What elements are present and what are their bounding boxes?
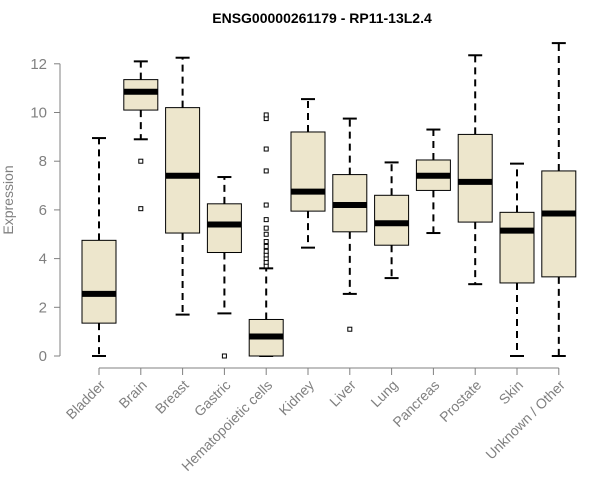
box-iqr [541,170,577,278]
box-bladder [81,137,117,357]
y-tick-label: 10 [30,105,47,122]
chart-title: ENSG00000261179 - RP11-13L2.4 [212,10,432,26]
outlier-point [263,217,269,223]
boxes-group [81,42,577,359]
outlier-point [263,239,269,245]
box-liver [332,117,368,332]
x-tick-label: Kidney [276,377,318,419]
x-tick-label: Breast [152,377,192,417]
x-tick-label: Brain [115,377,149,411]
box-gastric [206,176,242,359]
outlier-point [263,225,269,231]
y-tick-label: 0 [39,348,47,365]
outlier-point [263,168,269,174]
box-iqr [499,211,535,284]
outlier-point [263,231,269,237]
box-iqr [206,203,242,254]
box-prostate [457,54,493,286]
y-tick-label: 4 [39,251,47,268]
box-skin [499,162,535,357]
outlier-point [263,243,269,249]
y-tick-label: 8 [39,153,47,170]
box-iqr [123,79,159,111]
y-axis-label: Expression [0,165,16,234]
box-lung [374,161,410,280]
x-tick-label: Lung [367,377,400,410]
outlier-point [347,326,353,332]
outlier-point [263,248,269,254]
box-brain [123,60,159,212]
outlier-point [263,202,269,208]
outlier-point [138,158,144,164]
y-tick-label: 12 [30,56,47,73]
box-kidney [290,98,326,249]
outlier-point [221,353,227,359]
x-tick-label: Unknown / Other [482,377,568,463]
box-iqr [165,107,201,234]
y-tick-label: 2 [39,299,47,316]
y-tick-label: 6 [39,202,47,219]
box-pancreas [415,128,451,235]
x-tick-label: Skin [496,377,527,408]
box-iqr [457,133,493,223]
box-iqr [374,194,410,246]
box-iqr [290,131,326,212]
box-hematopoietic-cells [248,112,284,357]
box-breast [165,56,201,316]
y-axis: 0 2 4 6 8 10 12 [30,56,61,365]
x-tick-label: Liver [326,377,359,410]
x-tick-label: Prostate [436,377,484,425]
box-iqr [81,239,117,324]
outlier-point [263,146,269,152]
box-unknown-other [541,42,577,357]
x-tick-label: Bladder [63,377,109,423]
outlier-point [263,112,269,118]
outlier-point [138,206,144,212]
